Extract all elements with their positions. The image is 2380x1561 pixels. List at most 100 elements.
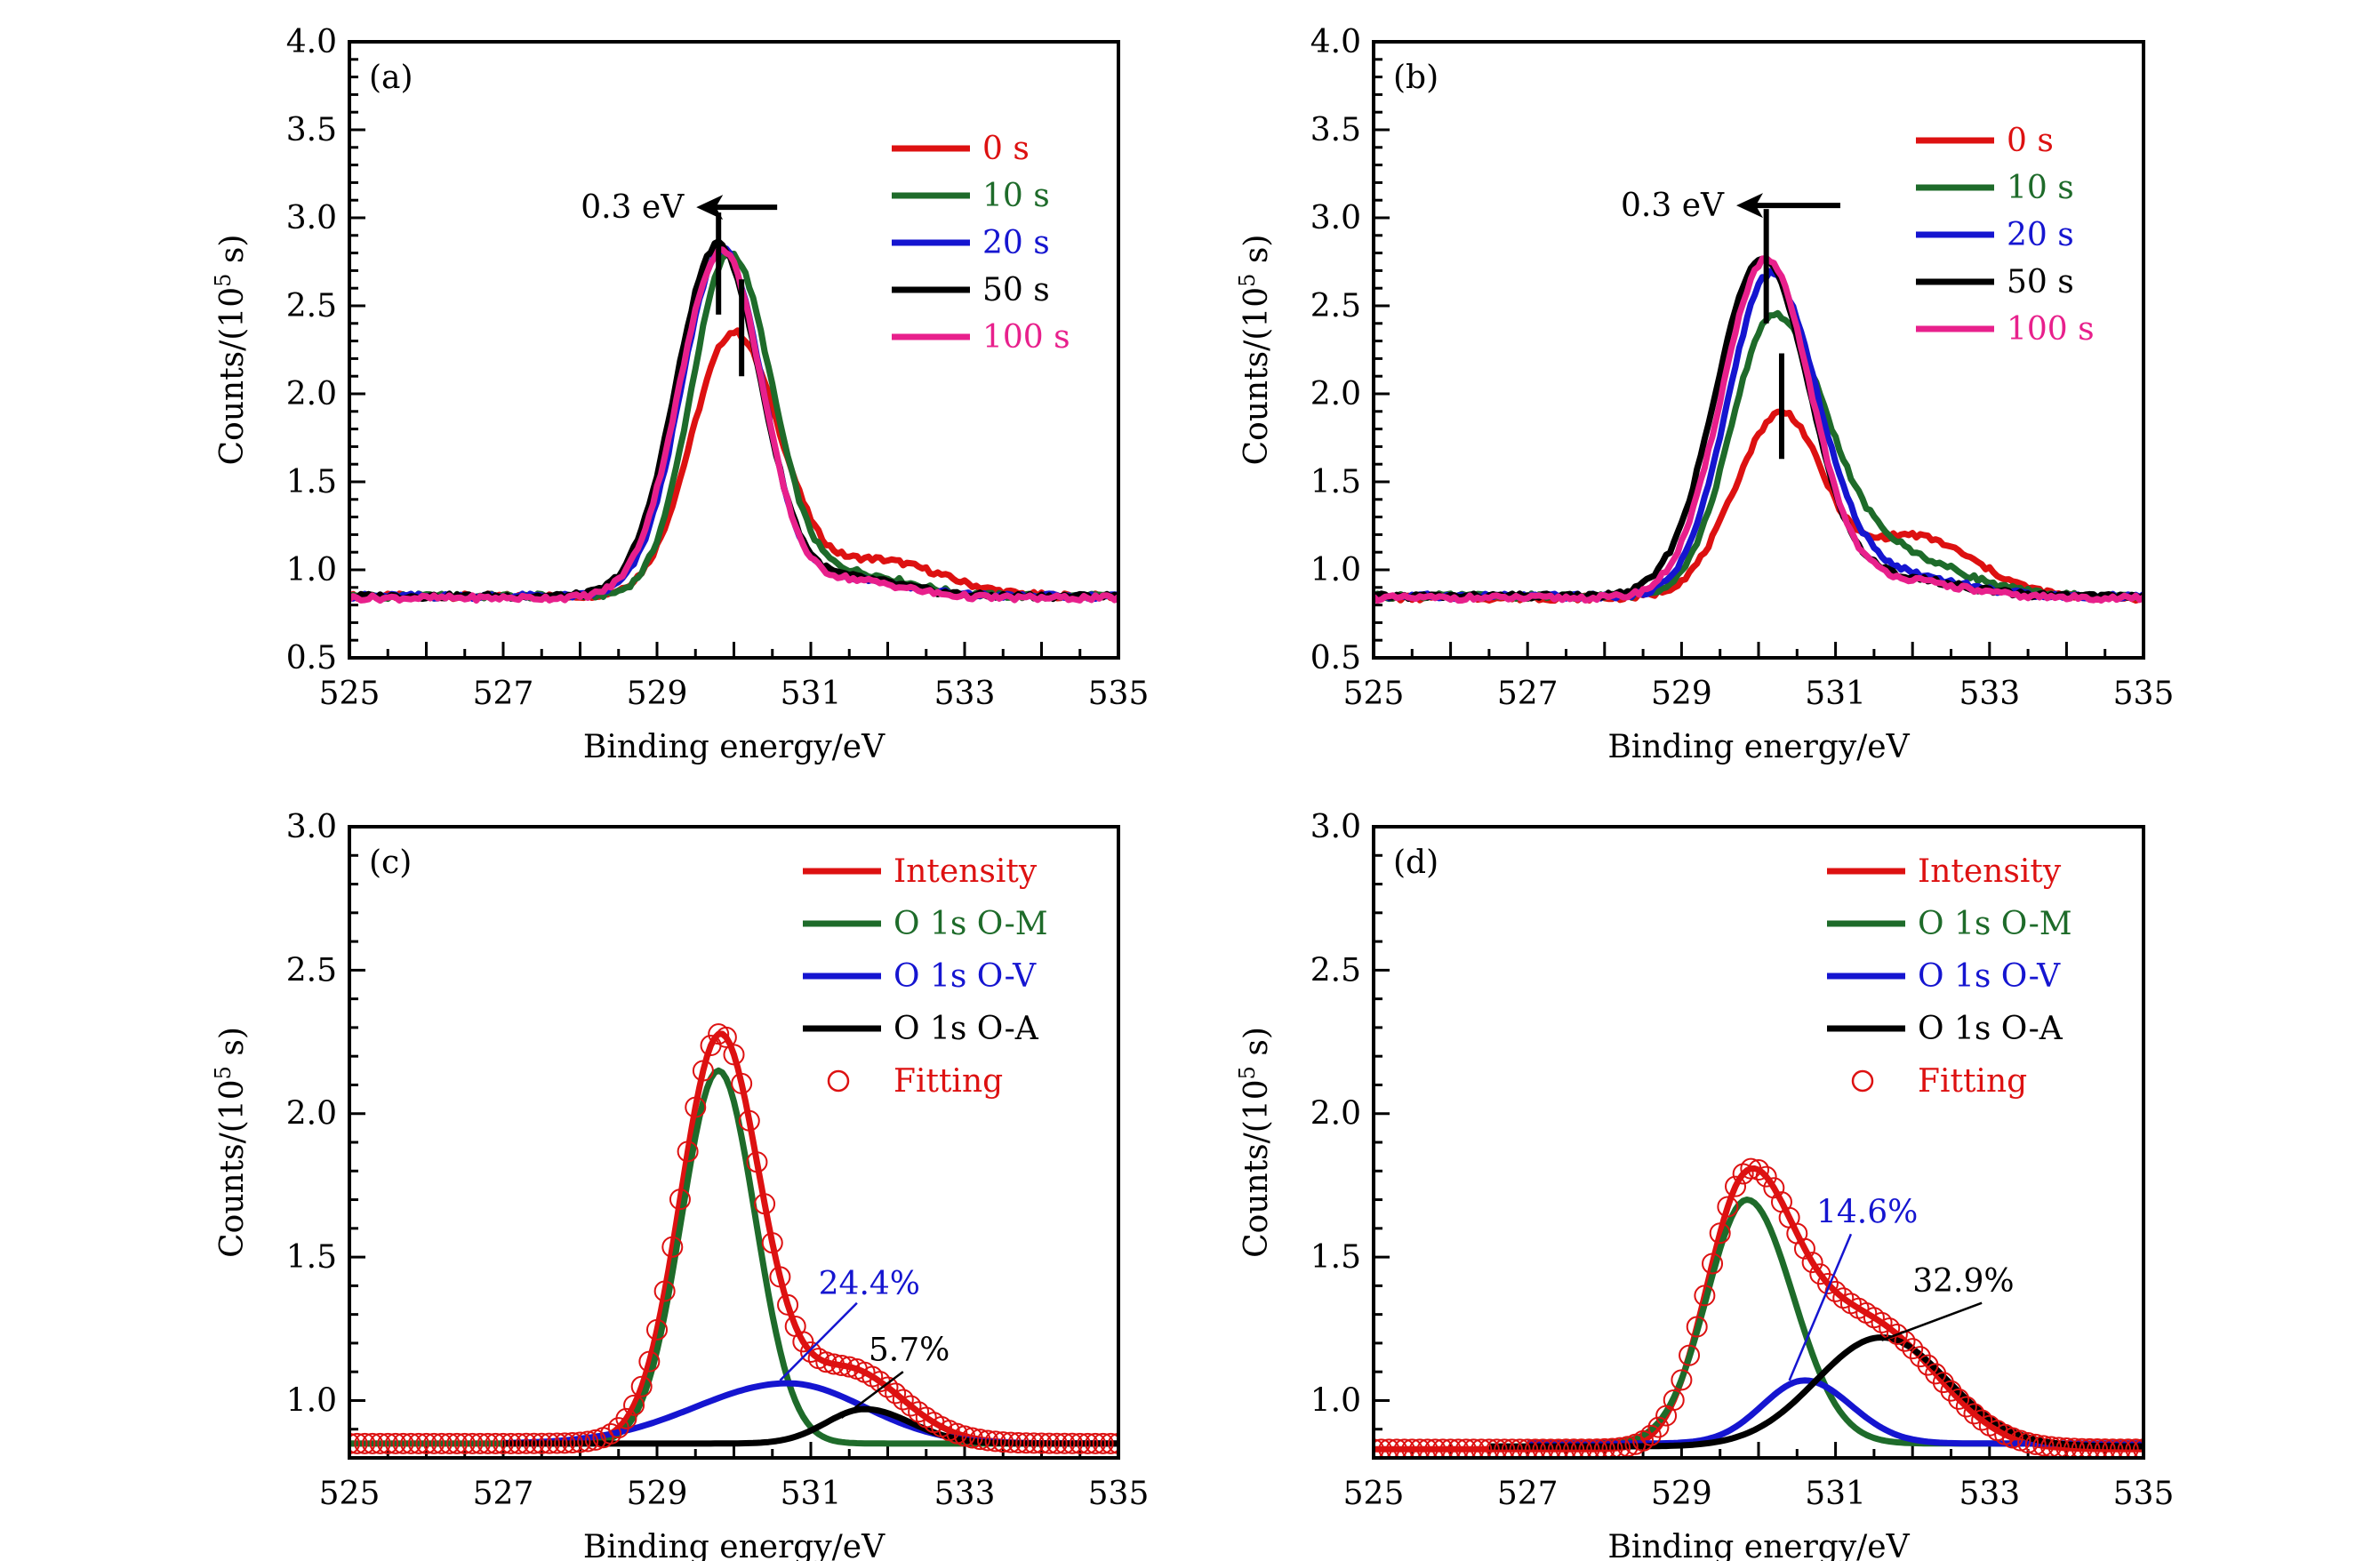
y-axis-title: Counts/(105 s) — [1235, 1027, 1275, 1258]
legend-item: O 1s O-V — [1827, 958, 2061, 995]
plot-frame — [348, 825, 1120, 1460]
plot-area — [1374, 1157, 2144, 1458]
x-tick-label: 535 — [2113, 676, 2175, 712]
fit-point — [692, 1060, 714, 1082]
y-tick-label: 2.5 — [1310, 288, 1361, 324]
plot-frame — [1372, 40, 2145, 660]
fit-point — [1408, 1438, 1430, 1458]
fit-point — [830, 1354, 853, 1376]
y-tick-label: 4.0 — [1310, 24, 1361, 60]
fit-point — [1871, 1311, 1893, 1333]
x-tick-label: 529 — [627, 676, 688, 712]
y-tick-label: 2.0 — [1310, 1096, 1361, 1133]
legend-item: 10 s — [1916, 170, 2074, 206]
fit-point — [1816, 1273, 1839, 1295]
legend-item: 20 s — [1916, 217, 2074, 253]
fit-point — [2102, 1438, 2124, 1458]
fit-point — [961, 1427, 983, 1449]
legend-item: 0 s — [1916, 123, 2054, 159]
fit-point — [1709, 1222, 1731, 1245]
fit-point — [2071, 1437, 2093, 1458]
fit-point — [561, 1432, 583, 1454]
fit-point — [1639, 1424, 1662, 1446]
series-line-0-s — [1374, 408, 2144, 604]
y-tick-label: 3.0 — [1310, 200, 1361, 236]
x-tick-label: 527 — [1497, 1476, 1559, 1512]
fit-point — [1793, 1237, 1815, 1260]
x-tick-label: 525 — [1343, 1476, 1405, 1512]
percent-leader-line — [1788, 1233, 1853, 1381]
y-tick-label: 1.5 — [1310, 464, 1361, 500]
fit-point — [685, 1096, 707, 1118]
legend-item: O 1s O-V — [803, 958, 1037, 995]
fit-point — [384, 1432, 406, 1454]
fit-point — [731, 1072, 753, 1094]
fit-point — [885, 1382, 907, 1405]
legend-label: O 1s O-A — [1918, 1011, 2063, 1047]
fit-point — [423, 1432, 445, 1454]
fit-point — [969, 1429, 991, 1451]
legend-label: O 1s O-A — [894, 1011, 1039, 1047]
fit-point — [815, 1351, 837, 1373]
fit-point — [1663, 1389, 1685, 1411]
fit-point — [1647, 1416, 1670, 1438]
panel-a: 525 527 529 531 533 535 0.5 1.0 1.5 2.0 2.5 3.0 3.5 4… — [211, 24, 1149, 765]
y-axis-title-post: s) — [214, 235, 251, 274]
series-line-o-1s-o-a — [1488, 1334, 2144, 1450]
fit-point — [1077, 1432, 1099, 1454]
fit-point — [1494, 1438, 1516, 1458]
fit-point — [369, 1432, 391, 1454]
y-tick-label: 1.0 — [1310, 1382, 1361, 1419]
fit-point — [2024, 1433, 2047, 1455]
y-axis-title-pre: Counts/(10 — [214, 1079, 251, 1258]
fit-point — [1046, 1432, 1068, 1454]
plot-area — [1374, 254, 2144, 604]
fit-point — [1100, 1432, 1118, 1454]
fit-point — [1801, 1252, 1823, 1274]
fit-point — [446, 1432, 469, 1454]
fit-point — [493, 1432, 514, 1454]
y-tick-label: 3.5 — [286, 112, 337, 148]
y-tick-label: 3.5 — [1310, 112, 1361, 148]
fit-point — [1030, 1432, 1053, 1454]
legend-label: O 1s O-V — [894, 958, 1037, 995]
fit-point — [1955, 1396, 1977, 1418]
fit-point — [577, 1430, 599, 1453]
fit-point — [515, 1432, 537, 1454]
fit-point — [1632, 1429, 1655, 1452]
plot-area — [349, 1023, 1118, 1454]
legend-label: 0 s — [2007, 123, 2054, 159]
series-line-100-s — [1374, 254, 2144, 604]
panel-c: 525 527 529 531 533 535 1.0 1.5 2.0 2.5 3.0 Binding… — [211, 809, 1149, 1561]
legend-item: 50 s — [892, 272, 1050, 308]
legend-label: 100 s — [2007, 311, 2095, 348]
fit-point — [407, 1432, 429, 1454]
fit-point — [976, 1429, 998, 1452]
fit-point — [500, 1432, 522, 1454]
percent-leader-line — [840, 1371, 904, 1419]
fit-point — [999, 1431, 1022, 1453]
fit-point — [800, 1341, 821, 1363]
legend-label: Fitting — [1918, 1063, 2027, 1100]
x-tick-label: 527 — [1497, 676, 1559, 712]
fit-point — [738, 1109, 760, 1132]
legend-item: Fitting — [827, 1063, 1003, 1100]
plot-frame — [1372, 825, 2145, 1460]
x-tick-label: 533 — [1959, 1476, 2020, 1512]
legend-label: Intensity — [894, 853, 1038, 890]
y-tick-label: 4.0 — [286, 24, 337, 60]
fit-point — [485, 1432, 507, 1454]
fit-point — [2125, 1438, 2144, 1458]
legend-item: Intensity — [803, 853, 1038, 890]
fit-point — [392, 1432, 414, 1454]
legend: 0 s 10 s 20 s 50 s 100 s — [1916, 123, 2095, 348]
y-tick-label: 1.0 — [286, 552, 337, 588]
legend-label: 0 s — [982, 131, 1030, 167]
fit-point — [769, 1266, 791, 1288]
fit-point — [723, 1044, 745, 1066]
panel-label: (b) — [1393, 60, 1438, 96]
fit-point — [377, 1432, 399, 1454]
fit-point — [2009, 1429, 2031, 1452]
legend: Intensity O 1s O-M O 1s O-V O 1s O-A Fitting — [803, 853, 1048, 1100]
legend-item: O 1s O-M — [1827, 906, 2072, 942]
